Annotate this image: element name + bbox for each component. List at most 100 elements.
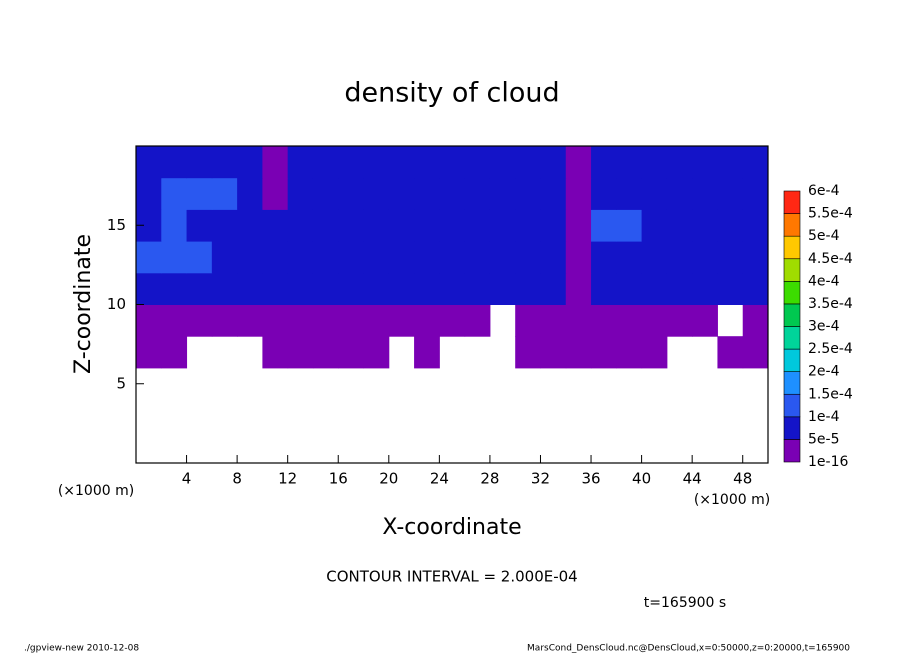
field-cell [591,209,617,242]
x-tick-label: 32 [531,470,550,488]
field-cell [666,304,693,337]
field-cell [742,272,769,305]
field-cell [616,209,643,242]
field-cell [262,241,289,274]
colorbar-label: 5e-4 [808,228,840,244]
field-cell [565,241,592,274]
field-cell [439,304,466,337]
field-cell [363,304,390,337]
field-cell [161,241,188,274]
field-cell [439,146,466,179]
field-cell [388,304,415,337]
colorbar-label: 2e-4 [808,364,840,380]
field-cell [161,272,188,305]
field-cell [439,272,466,305]
field-cell [540,209,567,242]
field-cell [363,209,390,242]
x-tick-label: 20 [379,470,398,488]
field-cell [489,146,516,179]
field-cell [388,241,415,274]
field-cell [414,177,440,210]
colorbar-label: 3e-4 [808,319,840,335]
field-cell [565,177,592,210]
footer-right: MarsCond_DensCloud.nc@DensCloud,x=0:5000… [527,644,850,654]
colorbar-box [783,326,801,350]
field-cell [439,177,466,210]
field-cell [136,336,162,369]
y-tick-label: 10 [107,295,126,313]
field-cell [338,272,365,305]
field-cell [414,241,440,274]
field-cell [186,272,213,305]
y-tick-label: 5 [116,374,126,392]
field-cell [287,241,314,274]
field-cell [262,272,289,305]
field-cell [742,146,769,179]
field-cell [616,241,643,274]
colorbar-label: 5e-5 [808,431,839,447]
field-cell [262,209,289,242]
field-cell [666,177,693,210]
field-cell [237,146,263,179]
field-cell [540,241,567,274]
field-cell [414,146,440,179]
field-cell [363,146,390,179]
field-cell [565,146,592,179]
field-cell [363,336,390,369]
field-cell [591,336,617,369]
field-cell [363,177,390,210]
field-cell [211,241,238,274]
field-cell [540,272,567,305]
field-cell [489,272,516,305]
field-cell [262,146,289,179]
field-cell [161,209,188,242]
colorbar-box [783,303,801,327]
field-cell [414,272,440,305]
field-cell [388,177,415,210]
field-cell [641,177,668,210]
field-cell [692,304,718,337]
field-cell [641,304,668,337]
field-cell [616,177,643,210]
colorbar-label: 1e-4 [808,409,840,425]
x-tick-label: 8 [232,470,242,488]
colorbar-box [783,393,801,418]
x-tick-label: 16 [329,470,348,488]
field-cell [540,177,567,210]
field-cell [211,146,238,179]
field-cell [312,146,339,179]
field-cell [161,146,188,179]
field-cell [591,177,617,210]
field-cell [692,209,718,242]
field-cell [464,272,491,305]
field-cell [312,272,339,305]
field-cell [717,209,744,242]
colorbar-label: 4e-4 [808,273,840,289]
field-cell [641,272,668,305]
field-cell [237,241,263,274]
field-cell [616,146,643,179]
colorbar-label: 4.5e-4 [808,251,853,267]
y-tick-label: 15 [107,216,126,234]
chart-title: density of cloud [344,78,559,109]
field-cell [692,146,718,179]
field-cell [565,272,592,305]
x-tick-label: 12 [278,470,297,488]
field-cell [211,304,238,337]
field-cell [717,336,744,369]
field-cell [591,272,617,305]
field-cell [237,304,263,337]
field-cell [312,336,339,369]
field-cell [287,336,314,369]
field-cell [717,177,744,210]
y-unit: (×1000 m) [58,483,134,499]
field-cell [388,146,415,179]
colorbar-box [783,281,801,305]
field-cell [439,209,466,242]
field-cell [262,336,289,369]
field-cell [338,336,365,369]
field-cell [591,146,617,179]
time-label: t=165900 s [644,595,726,611]
